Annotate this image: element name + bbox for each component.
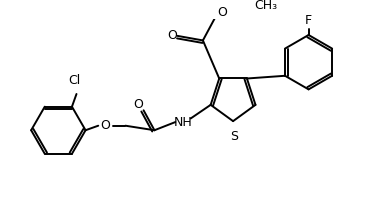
Text: O: O (101, 119, 110, 132)
Text: S: S (230, 130, 238, 143)
Text: O: O (133, 98, 143, 111)
Text: O: O (167, 29, 177, 42)
Text: NH: NH (174, 117, 193, 129)
Text: F: F (305, 14, 312, 27)
Text: Cl: Cl (69, 74, 81, 87)
Text: O: O (217, 6, 227, 19)
Text: CH₃: CH₃ (255, 0, 278, 12)
